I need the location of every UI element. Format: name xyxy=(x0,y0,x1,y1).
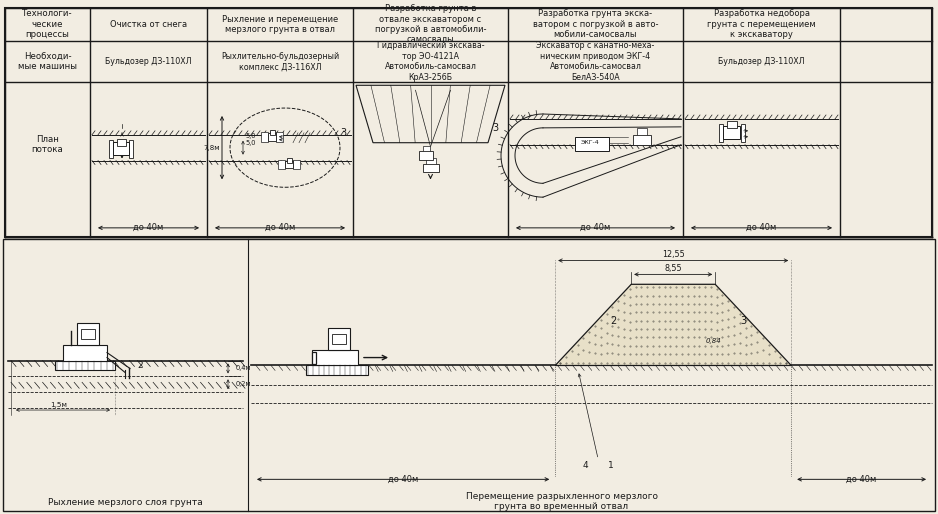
Text: до 40м: до 40м xyxy=(747,224,777,232)
Text: Экскаватор с канатно-меха-
ническим приводом ЭКГ-4
Автомобиль-самосвал
БелАЗ-540: Экскаватор с канатно-меха- ническим прив… xyxy=(537,42,655,82)
Bar xyxy=(109,140,113,158)
Text: 0,84: 0,84 xyxy=(705,338,721,344)
Text: до 40м: до 40м xyxy=(846,475,877,484)
Text: до 40м: до 40м xyxy=(265,224,295,232)
Text: Рыхление мерзлого слоя грунта: Рыхление мерзлого слоя грунта xyxy=(48,498,203,507)
Text: 1,5м: 1,5м xyxy=(51,402,68,408)
Bar xyxy=(276,132,283,142)
Bar xyxy=(117,139,126,145)
Text: Гидравлический экскава-
тор ЭО-4121А
Автомобиль-самосвал
КрАЗ-256Б: Гидравлический экскава- тор ЭО-4121А Авт… xyxy=(377,42,484,82)
Text: Перемещение разрыхленного мерзлого: Перемещение разрыхленного мерзлого xyxy=(465,492,658,501)
Polygon shape xyxy=(356,85,505,143)
Text: грунта во временный отвал: грунта во временный отвал xyxy=(494,502,628,510)
Bar xyxy=(268,133,276,141)
Text: 0,4м: 0,4м xyxy=(236,365,251,372)
Bar xyxy=(306,365,368,375)
Bar xyxy=(633,135,651,144)
Text: Необходи-
мые машины: Необходи- мые машины xyxy=(18,52,77,71)
Text: Очистка от снега: Очистка от снега xyxy=(110,20,187,29)
Text: 8,55: 8,55 xyxy=(664,264,682,273)
Text: 2: 2 xyxy=(137,361,143,370)
Bar xyxy=(719,124,723,142)
Text: Разработка недобора
грунта с перемещением
к экскаватору: Разработка недобора грунта с перемещение… xyxy=(707,9,816,39)
Bar xyxy=(129,140,133,158)
Text: ЭКГ-4: ЭКГ-4 xyxy=(581,140,599,145)
Text: Разработка грунта экска-
ватором с погрузкой в авто-
мобили-самосвалы: Разработка грунта экска- ватором с погру… xyxy=(533,9,658,39)
Text: 3: 3 xyxy=(492,123,498,133)
Text: 5,0: 5,0 xyxy=(246,140,256,145)
Bar xyxy=(741,124,745,142)
Polygon shape xyxy=(555,284,792,365)
Bar xyxy=(418,151,432,159)
Bar xyxy=(278,159,285,170)
Bar xyxy=(422,145,430,151)
Bar xyxy=(5,8,932,237)
Text: Технологи-
ческие
процессы: Технологи- ческие процессы xyxy=(23,9,73,39)
Bar xyxy=(422,163,438,172)
Bar xyxy=(113,142,129,155)
Text: 1: 1 xyxy=(609,461,614,470)
Text: до 40м: до 40м xyxy=(133,224,163,232)
Text: 7,8м: 7,8м xyxy=(204,144,220,151)
Text: 3: 3 xyxy=(740,316,747,326)
Bar xyxy=(575,137,609,151)
Bar xyxy=(270,130,275,135)
Text: 5,0: 5,0 xyxy=(246,133,256,139)
Bar xyxy=(727,121,737,128)
Text: 12,55: 12,55 xyxy=(662,250,685,259)
Bar xyxy=(723,126,740,139)
Text: 2: 2 xyxy=(610,316,616,326)
Bar xyxy=(77,323,99,345)
Bar xyxy=(3,238,935,511)
Bar xyxy=(328,328,350,350)
Text: Бульдозер ДЗ-110ХЛ: Бульдозер ДЗ-110ХЛ xyxy=(719,57,805,66)
Bar xyxy=(293,159,300,170)
Bar xyxy=(312,352,316,363)
Bar xyxy=(426,158,435,163)
Bar xyxy=(332,334,346,344)
Text: 3: 3 xyxy=(340,128,346,138)
Text: План
потока: План потока xyxy=(32,135,64,154)
Bar xyxy=(285,160,293,169)
Bar xyxy=(63,345,107,360)
Text: до 40м: до 40м xyxy=(581,224,611,232)
Text: Разработка грунта в
отвале экскаватором с
погрузкой в автомобили-
самосвалы: Разработка грунта в отвале экскаватором … xyxy=(375,4,486,45)
Text: 0,2м: 0,2м xyxy=(236,381,251,387)
Bar xyxy=(55,360,115,371)
Bar xyxy=(261,132,268,142)
Bar xyxy=(287,158,292,162)
Text: 4: 4 xyxy=(582,461,588,470)
Bar xyxy=(81,329,95,339)
Text: Рыхлительно-бульдозерный
комплекс ДЗ-116ХЛ: Рыхлительно-бульдозерный комплекс ДЗ-116… xyxy=(220,52,340,71)
Bar xyxy=(312,350,358,365)
Text: Бульдозер ДЗ-110ХЛ: Бульдозер ДЗ-110ХЛ xyxy=(105,57,191,66)
Text: Рыхление и перемещение
мерзлого грунта в отвал: Рыхление и перемещение мерзлого грунта в… xyxy=(222,15,338,34)
Text: до 40м: до 40м xyxy=(388,475,418,484)
Bar xyxy=(637,128,647,135)
